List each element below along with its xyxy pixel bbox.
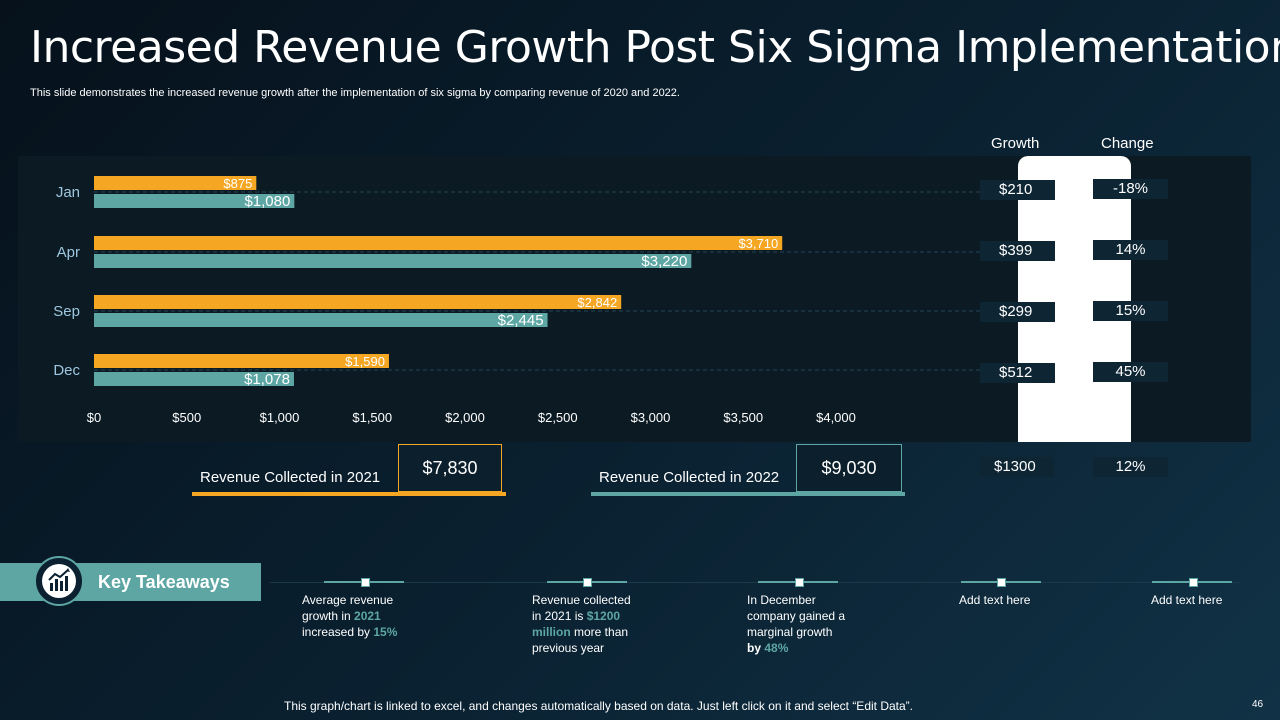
data-label: $1,590	[345, 354, 385, 369]
bar	[94, 236, 783, 250]
takeaway-3-dot	[795, 578, 804, 587]
bar	[94, 354, 389, 368]
change-cell: 15%	[1093, 301, 1168, 321]
bar	[94, 372, 294, 386]
growth-chart-icon	[42, 564, 76, 598]
revenue-2022-underline	[591, 492, 905, 496]
takeaways-divider	[270, 582, 1240, 583]
takeaway-1-text: Average revenue growth in 2021 increased…	[302, 593, 398, 639]
data-label: $3,710	[738, 236, 778, 251]
x-tick-label: $1,500	[352, 410, 392, 425]
data-label: $2,842	[577, 295, 617, 310]
key-takeaways-icon-circle	[34, 556, 84, 606]
bar	[94, 254, 692, 268]
change-column-header: Change	[1101, 135, 1154, 152]
page-subtitle: This slide demonstrates the increased re…	[30, 87, 680, 99]
data-label: $1,080	[244, 193, 290, 210]
takeaway-2-dot	[583, 578, 592, 587]
revenue-2022-value: $9,030	[796, 444, 902, 492]
data-label: $3,220	[641, 253, 687, 270]
revenue-2022-label: Revenue Collected in 2022	[599, 469, 780, 486]
revenue-2021-value: $7,830	[398, 444, 502, 492]
data-label: $875	[223, 176, 252, 191]
growth-cell: $299	[980, 302, 1055, 322]
bar	[94, 313, 548, 327]
x-tick-label: $4,000	[816, 410, 856, 425]
category-label: Apr	[57, 244, 80, 261]
x-tick-label: $2,000	[445, 410, 485, 425]
page-title: Increased Revenue Growth Post Six Sigma …	[30, 22, 1280, 73]
bar	[94, 176, 257, 190]
x-tick-label: $1,000	[260, 410, 300, 425]
footer-note: This graph/chart is linked to excel, and…	[284, 699, 913, 713]
takeaway-5-dot	[1189, 578, 1198, 587]
page-number: 46	[1252, 699, 1264, 710]
x-tick-label: $3,000	[631, 410, 671, 425]
change-cell: 14%	[1093, 240, 1168, 260]
x-tick-label: $2,500	[538, 410, 578, 425]
data-label: $2,445	[498, 312, 544, 329]
takeaway-2-text: Revenue collected in 2021 is $1200 milli…	[532, 593, 631, 655]
change-cell: 45%	[1093, 362, 1168, 382]
takeaway-1-dot	[361, 578, 370, 587]
data-label: $1,078	[244, 371, 290, 388]
revenue-2021-label: Revenue Collected in 2021	[200, 469, 381, 486]
growth-column-header: Growth	[991, 135, 1040, 152]
x-tick-label: $500	[172, 410, 201, 425]
x-tick-label: $0	[87, 410, 101, 425]
takeaway-5-text[interactable]: Add text here	[1151, 593, 1223, 607]
category-label: Dec	[53, 362, 80, 379]
category-label: Jan	[56, 184, 80, 201]
table-divider-strip	[1018, 156, 1131, 442]
category-label: Sep	[53, 303, 80, 320]
revenue-2021-underline	[192, 492, 506, 496]
takeaway-4-text[interactable]: Add text here	[959, 593, 1031, 607]
growth-cell: $399	[980, 241, 1055, 261]
change-total-cell: 12%	[1093, 457, 1168, 477]
x-tick-label: $3,500	[723, 410, 763, 425]
takeaway-3-text: In December company gained a marginal gr…	[747, 593, 846, 655]
key-takeaways-heading: Key Takeaways	[98, 572, 230, 592]
bar	[94, 194, 295, 208]
growth-cell: $210	[980, 180, 1055, 200]
growth-total-cell: $1300	[980, 457, 1054, 477]
bar	[94, 295, 622, 309]
growth-cell: $512	[980, 363, 1055, 383]
takeaway-4-dot	[997, 578, 1006, 587]
change-cell: -18%	[1093, 179, 1168, 199]
